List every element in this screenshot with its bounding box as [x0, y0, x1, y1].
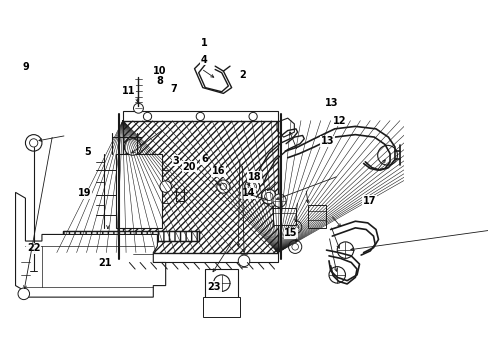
Circle shape — [18, 288, 29, 300]
Bar — [203, 297, 240, 317]
Circle shape — [220, 183, 226, 190]
Circle shape — [238, 255, 249, 267]
Text: 16: 16 — [211, 166, 225, 176]
Circle shape — [377, 145, 397, 165]
Circle shape — [272, 194, 285, 207]
Circle shape — [216, 180, 229, 193]
Text: 13: 13 — [320, 136, 333, 147]
Circle shape — [25, 135, 42, 151]
Bar — [62, 231, 198, 241]
Circle shape — [337, 242, 353, 258]
Circle shape — [328, 267, 345, 283]
Text: 21: 21 — [98, 258, 111, 268]
Bar — [116, 154, 161, 228]
Text: 17: 17 — [362, 196, 376, 206]
Text: 13: 13 — [324, 98, 338, 108]
Circle shape — [213, 275, 229, 291]
Circle shape — [291, 243, 298, 250]
Text: 14: 14 — [242, 188, 255, 198]
Text: 5: 5 — [84, 147, 91, 157]
Bar — [272, 208, 295, 225]
Bar — [122, 251, 277, 262]
Bar — [122, 111, 277, 122]
Circle shape — [291, 224, 298, 230]
Circle shape — [288, 220, 301, 234]
Text: 9: 9 — [22, 62, 29, 72]
Circle shape — [196, 112, 204, 121]
Circle shape — [244, 179, 259, 194]
Text: 3: 3 — [172, 156, 179, 166]
Bar — [205, 269, 238, 304]
Text: 15: 15 — [284, 229, 297, 238]
Circle shape — [124, 139, 141, 155]
Text: 12: 12 — [332, 116, 346, 126]
Text: 22: 22 — [27, 243, 41, 253]
Text: 2: 2 — [239, 71, 245, 81]
Bar — [62, 231, 198, 241]
Bar — [122, 121, 277, 253]
Text: 23: 23 — [207, 282, 221, 292]
Bar — [122, 121, 277, 253]
Text: 7: 7 — [170, 85, 177, 94]
Text: 1: 1 — [201, 38, 207, 48]
Bar — [307, 205, 325, 228]
Text: 6: 6 — [201, 154, 207, 164]
Circle shape — [248, 112, 257, 121]
Text: 8: 8 — [156, 76, 163, 86]
Circle shape — [247, 183, 256, 191]
Circle shape — [288, 240, 301, 253]
Circle shape — [160, 181, 171, 192]
Text: 19: 19 — [78, 188, 91, 198]
Polygon shape — [16, 192, 165, 297]
Text: 4: 4 — [201, 55, 207, 65]
Circle shape — [29, 139, 38, 147]
Circle shape — [143, 112, 151, 121]
Text: 18: 18 — [247, 172, 261, 182]
Text: 11: 11 — [122, 86, 136, 96]
Text: 10: 10 — [153, 66, 166, 76]
Text: 20: 20 — [183, 162, 196, 172]
Circle shape — [133, 103, 143, 113]
Circle shape — [264, 192, 272, 201]
Circle shape — [261, 189, 276, 204]
